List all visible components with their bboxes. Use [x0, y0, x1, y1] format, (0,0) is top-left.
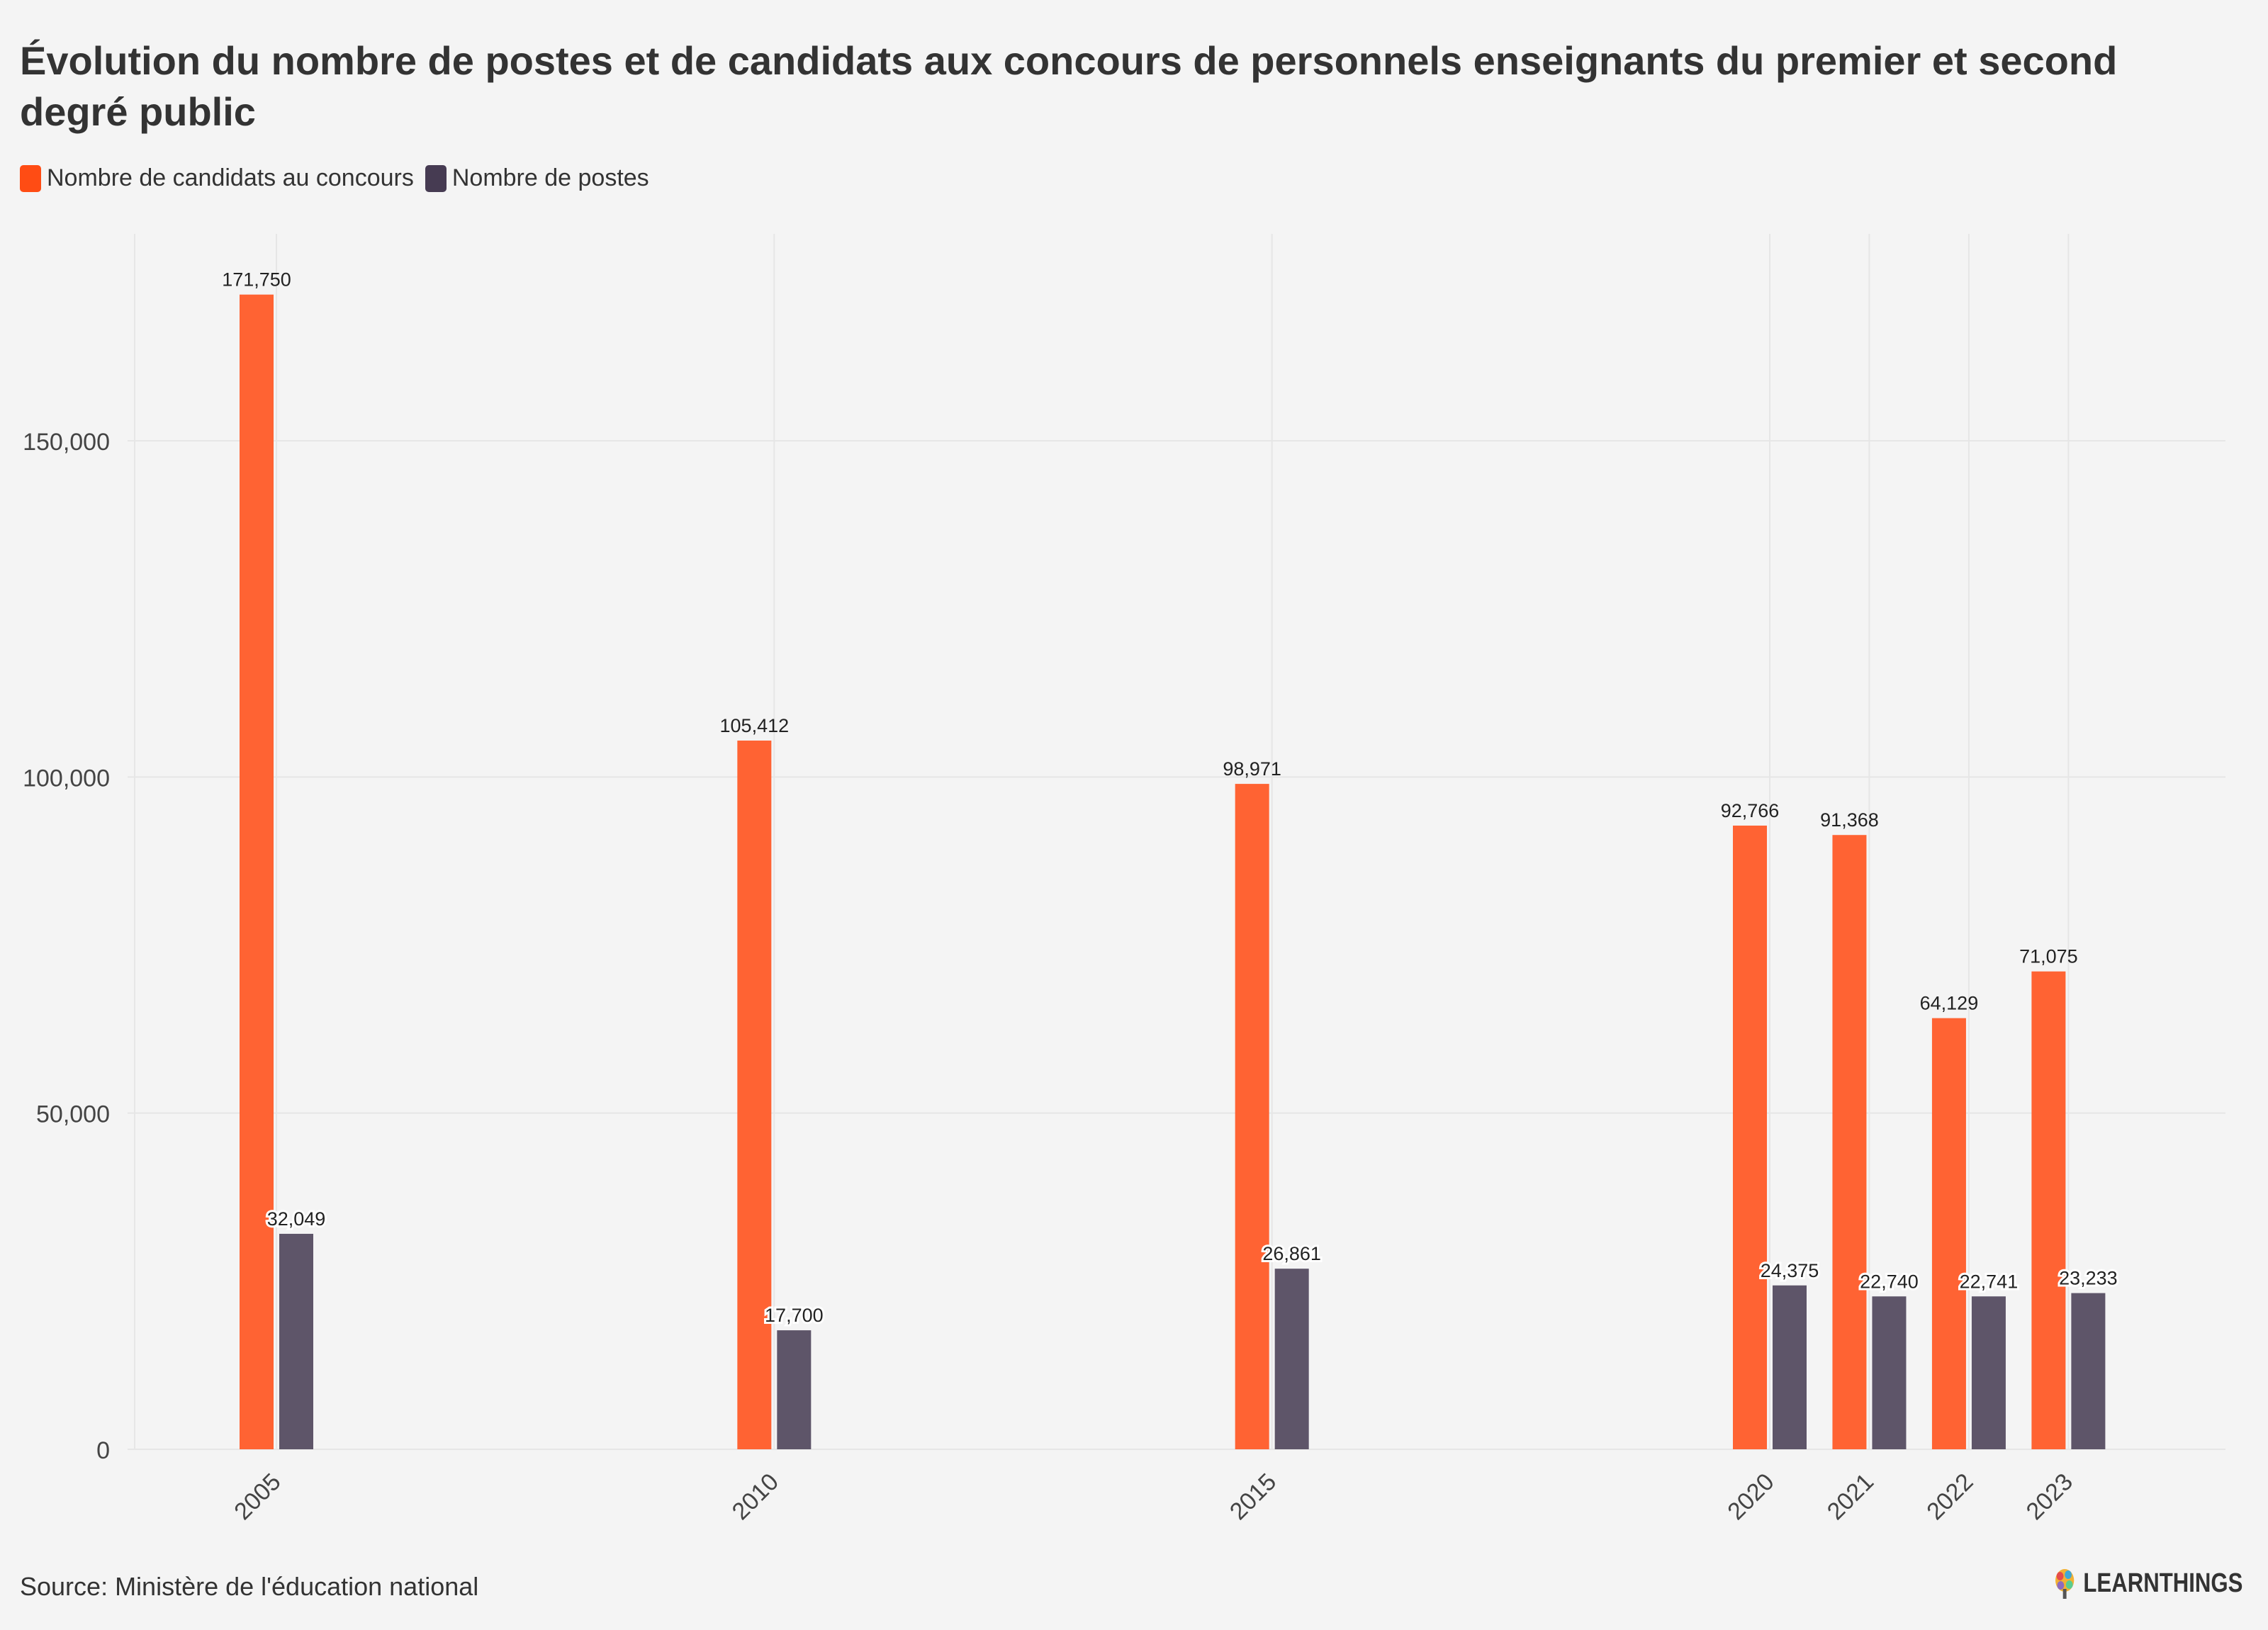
data-label: 17,700 [765, 1305, 824, 1326]
legend-item-postes[interactable]: Nombre de postes [425, 164, 649, 192]
x-tick-label: 2020 [1722, 1468, 1779, 1525]
legend-item-candidats[interactable]: Nombre de candidats au concours [20, 164, 414, 192]
bar-chart: 0 50,000 100,000 150,000 171,750 105,412 98,97… [23, 234, 2225, 1525]
data-label: 171,750 [222, 269, 291, 291]
data-label: 98,971 [1223, 758, 1281, 780]
bar-candidats [1235, 784, 1269, 1449]
legend-swatch-candidats [20, 164, 41, 192]
bar-candidats [737, 740, 772, 1449]
x-tick-label: 2010 [727, 1468, 784, 1525]
data-label: 92,766 [1721, 800, 1780, 821]
data-label: 22,740 [1860, 1271, 1919, 1292]
brain-icon [2055, 1569, 2074, 1599]
data-label: 24,375 [1761, 1260, 1819, 1281]
data-label: 26,861 [1262, 1243, 1321, 1264]
legend: Nombre de candidats au concours Nombre d… [20, 164, 661, 192]
source-note: Source: Ministère de l'éducation nationa… [20, 1572, 479, 1601]
data-label: 64,129 [1920, 993, 1979, 1014]
bar-candidats [2031, 971, 2066, 1449]
legend-swatch-postes [425, 164, 447, 192]
bar-postes [777, 1330, 812, 1449]
data-label: 105,412 [720, 715, 790, 736]
data-label: 32,049 [267, 1208, 326, 1230]
x-tick-label: 2023 [2021, 1468, 2078, 1525]
bar-postes [1971, 1296, 2006, 1449]
legend-label-postes: Nombre de postes [451, 164, 649, 191]
bar-postes [1872, 1296, 1907, 1449]
x-tick-label: 2021 [1822, 1468, 1879, 1525]
bar-postes [1274, 1269, 1309, 1449]
bar-postes [1773, 1285, 1807, 1449]
x-tick-label: 2015 [1225, 1468, 1281, 1525]
bar-candidats [1832, 835, 1867, 1449]
y-tick-label: 50,000 [36, 1101, 110, 1128]
bar-candidats [240, 294, 274, 1449]
brand-name: LEARNTHINGS [2082, 1568, 2242, 1598]
bar-candidats [1931, 1018, 1966, 1449]
bar-postes [279, 1233, 313, 1449]
bar-candidats [1733, 825, 1767, 1449]
y-tick-label: 150,000 [23, 429, 110, 456]
chart-title: Évolution du nombre de postes et de cand… [20, 38, 2118, 134]
data-label: 91,368 [1820, 809, 1879, 831]
y-tick-label: 100,000 [23, 765, 110, 792]
bar-postes [2071, 1293, 2106, 1449]
brand-logo: LEARNTHINGS [2052, 1566, 2242, 1600]
y-tick-label: 0 [96, 1437, 110, 1464]
legend-label-candidats: Nombre de candidats au concours [47, 164, 414, 191]
data-label: 71,075 [2019, 946, 2078, 967]
data-label: 23,233 [2059, 1268, 2118, 1289]
x-tick-label: 2005 [229, 1468, 286, 1525]
data-label: 22,741 [1960, 1271, 2019, 1292]
x-tick-label: 2022 [1921, 1468, 1978, 1525]
